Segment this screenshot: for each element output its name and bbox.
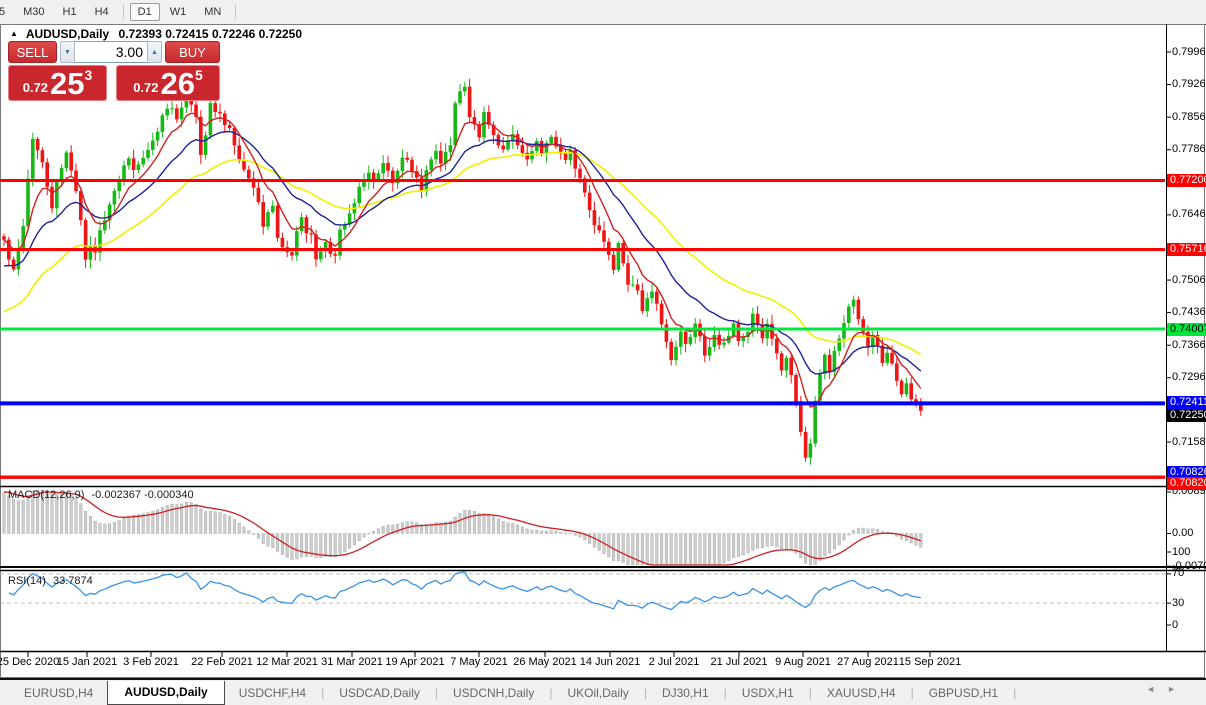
date-axis-label: 21 Jul 2021 bbox=[710, 656, 768, 668]
ask-big-digits: 26 bbox=[160, 66, 195, 101]
date-axis-label: 3 Feb 2021 bbox=[123, 656, 179, 668]
date-axis-label: 15 Sep 2021 bbox=[898, 656, 962, 668]
rsi-axis-label: 100 bbox=[1172, 545, 1191, 558]
tab-separator: | bbox=[808, 685, 812, 700]
tab-separator: | bbox=[1013, 685, 1017, 700]
chart-ohlc-values: 0.72393 0.72415 0.72246 0.72250 bbox=[118, 27, 303, 41]
tab-separator: | bbox=[643, 685, 647, 700]
chart-tab-usdcad[interactable]: USDCAD,Daily bbox=[339, 685, 420, 700]
timeframe-button-m30[interactable]: M30 bbox=[23, 5, 45, 18]
macd-axis-label: -0.007017 bbox=[1172, 559, 1206, 572]
timeframe-button-mn[interactable]: MN bbox=[204, 5, 222, 18]
bid-price-box[interactable]: 0.72 25 3 bbox=[8, 65, 107, 101]
price-line-badge: 0.74007 bbox=[1167, 322, 1206, 336]
toolbar-separator bbox=[122, 4, 124, 19]
timeframe-button-h4[interactable]: H4 bbox=[94, 5, 109, 18]
chart-tab-ukoil[interactable]: UKOil,Daily bbox=[567, 685, 629, 700]
chart-tab-xauusd[interactable]: XAUUSD,H4 bbox=[826, 685, 896, 700]
chart-tab-usdx[interactable]: USDX,H1 bbox=[741, 685, 794, 700]
chart-tab-eurusd[interactable]: EURUSD,H4 bbox=[24, 685, 94, 700]
tab-separator: | bbox=[910, 685, 914, 700]
tab-scroll-arrows[interactable]: ◄► bbox=[1146, 684, 1188, 694]
rsi-axis-label: 0 bbox=[1172, 618, 1179, 631]
macd-axis-label: 0.00 bbox=[1172, 527, 1194, 539]
chart-tab-usdchf[interactable]: USDCHF,H4 bbox=[238, 685, 307, 700]
tab-scroll-right-icon[interactable]: ► bbox=[1167, 684, 1188, 694]
date-axis-label: 19 Apr 2021 bbox=[385, 656, 445, 668]
price-line-badge: 0.75716 bbox=[1167, 243, 1206, 257]
rsi-axis-label: 70 bbox=[1172, 567, 1185, 580]
one-click-trading-panel: SELL ▼ ▲ BUY 0.72 25 3 0.72 26 5 bbox=[8, 41, 220, 101]
bid-prefix: 0.72 bbox=[22, 80, 49, 95]
chevron-down-icon: ▼ bbox=[64, 48, 71, 56]
date-axis-label: 31 Mar 2021 bbox=[321, 656, 383, 668]
date-axis-label: 12 Mar 2021 bbox=[256, 656, 318, 668]
date-axis-label: 27 Aug 2021 bbox=[837, 656, 899, 668]
chevron-up-icon: ▲ bbox=[151, 48, 158, 56]
macd-name: MACD(12,26,9) bbox=[8, 489, 85, 501]
tab-separator: | bbox=[549, 685, 553, 700]
date-axis-label: 25 Dec 2020 bbox=[0, 656, 60, 668]
chart-tab-bar: EURUSD,H4 AUDUSD,Daily USDCHF,H4 | USDCAD,Da… bbox=[0, 678, 1206, 705]
price-chart-canvas[interactable] bbox=[0, 24, 1206, 678]
ask-pip-digit: 5 bbox=[195, 67, 203, 83]
timeframe-button-h1[interactable]: H1 bbox=[62, 5, 77, 18]
rsi-axis-label: 30 bbox=[1172, 596, 1185, 609]
bid-pip-digit: 3 bbox=[84, 67, 93, 83]
macd-label: MACD(12,26,9) -0.002367 -0.000340 bbox=[8, 489, 194, 501]
ask-prefix: 0.72 bbox=[133, 80, 159, 95]
chart-tab-usdcnh[interactable]: USDCNH,Daily bbox=[453, 685, 535, 700]
price-line-badge: 0.77200 bbox=[1167, 173, 1206, 187]
timeframe-button-d1[interactable]: D1 bbox=[129, 2, 160, 21]
price-line-badge: 0.72411 bbox=[1167, 395, 1206, 409]
chart-title: ▲ AUDUSD,Daily 0.72393 0.72415 0.72246 0… bbox=[10, 27, 302, 41]
timeframe-toolbar: 5 M30 H1 H4 D1 W1 MN bbox=[0, 0, 1206, 23]
price-line-badge: 0.70820 bbox=[1167, 476, 1206, 490]
rsi-label: RSI(14) 33.7874 bbox=[8, 575, 93, 587]
date-axis-label: 2 Jul 2021 bbox=[648, 656, 700, 668]
timeframe-button-5[interactable]: 5 bbox=[0, 5, 6, 18]
timeframe-button-w1[interactable]: W1 bbox=[169, 5, 187, 18]
chart-symbol-label: AUDUSD,Daily bbox=[25, 27, 110, 41]
chart-tab-dj30[interactable]: DJ30,H1 bbox=[661, 685, 709, 700]
volume-increase-button[interactable]: ▲ bbox=[147, 41, 162, 63]
date-axis-label: 26 May 2021 bbox=[513, 656, 577, 668]
price-line-badge: 0.70826 bbox=[1167, 465, 1206, 479]
tab-separator: | bbox=[434, 685, 438, 700]
toolbar-separator bbox=[235, 4, 237, 19]
date-axis-label: 7 May 2021 bbox=[450, 656, 508, 668]
tab-separator: | bbox=[723, 685, 727, 700]
volume-decrease-button[interactable]: ▼ bbox=[60, 41, 75, 63]
chart-tab-audusd[interactable]: AUDUSD,Daily bbox=[107, 680, 225, 705]
ask-price-box[interactable]: 0.72 26 5 bbox=[116, 65, 220, 101]
price-line-badge: 0.72250 bbox=[1167, 409, 1206, 423]
tab-separator: | bbox=[321, 685, 325, 700]
tab-scroll-left-icon[interactable]: ◄ bbox=[1146, 684, 1168, 694]
buy-button[interactable]: BUY bbox=[165, 41, 220, 63]
sell-button[interactable]: SELL bbox=[8, 41, 57, 63]
trade-panel-toggle-icon[interactable]: ▲ bbox=[10, 29, 18, 38]
rsi-name: RSI(14) bbox=[8, 575, 46, 587]
date-axis-label: 9 Aug 2021 bbox=[775, 656, 831, 668]
macd-values: -0.002367 -0.000340 bbox=[91, 489, 194, 501]
date-axis-label: 14 Jun 2021 bbox=[579, 656, 641, 668]
volume-input[interactable] bbox=[75, 41, 147, 63]
bid-big-digits: 25 bbox=[50, 66, 85, 101]
rsi-value: 33.7874 bbox=[52, 575, 93, 587]
date-axis-label: 15 Jan 2021 bbox=[56, 656, 118, 668]
chart-tab-gbpusd[interactable]: GBPUSD,H1 bbox=[928, 685, 999, 700]
date-axis-label: 22 Feb 2021 bbox=[191, 656, 253, 668]
